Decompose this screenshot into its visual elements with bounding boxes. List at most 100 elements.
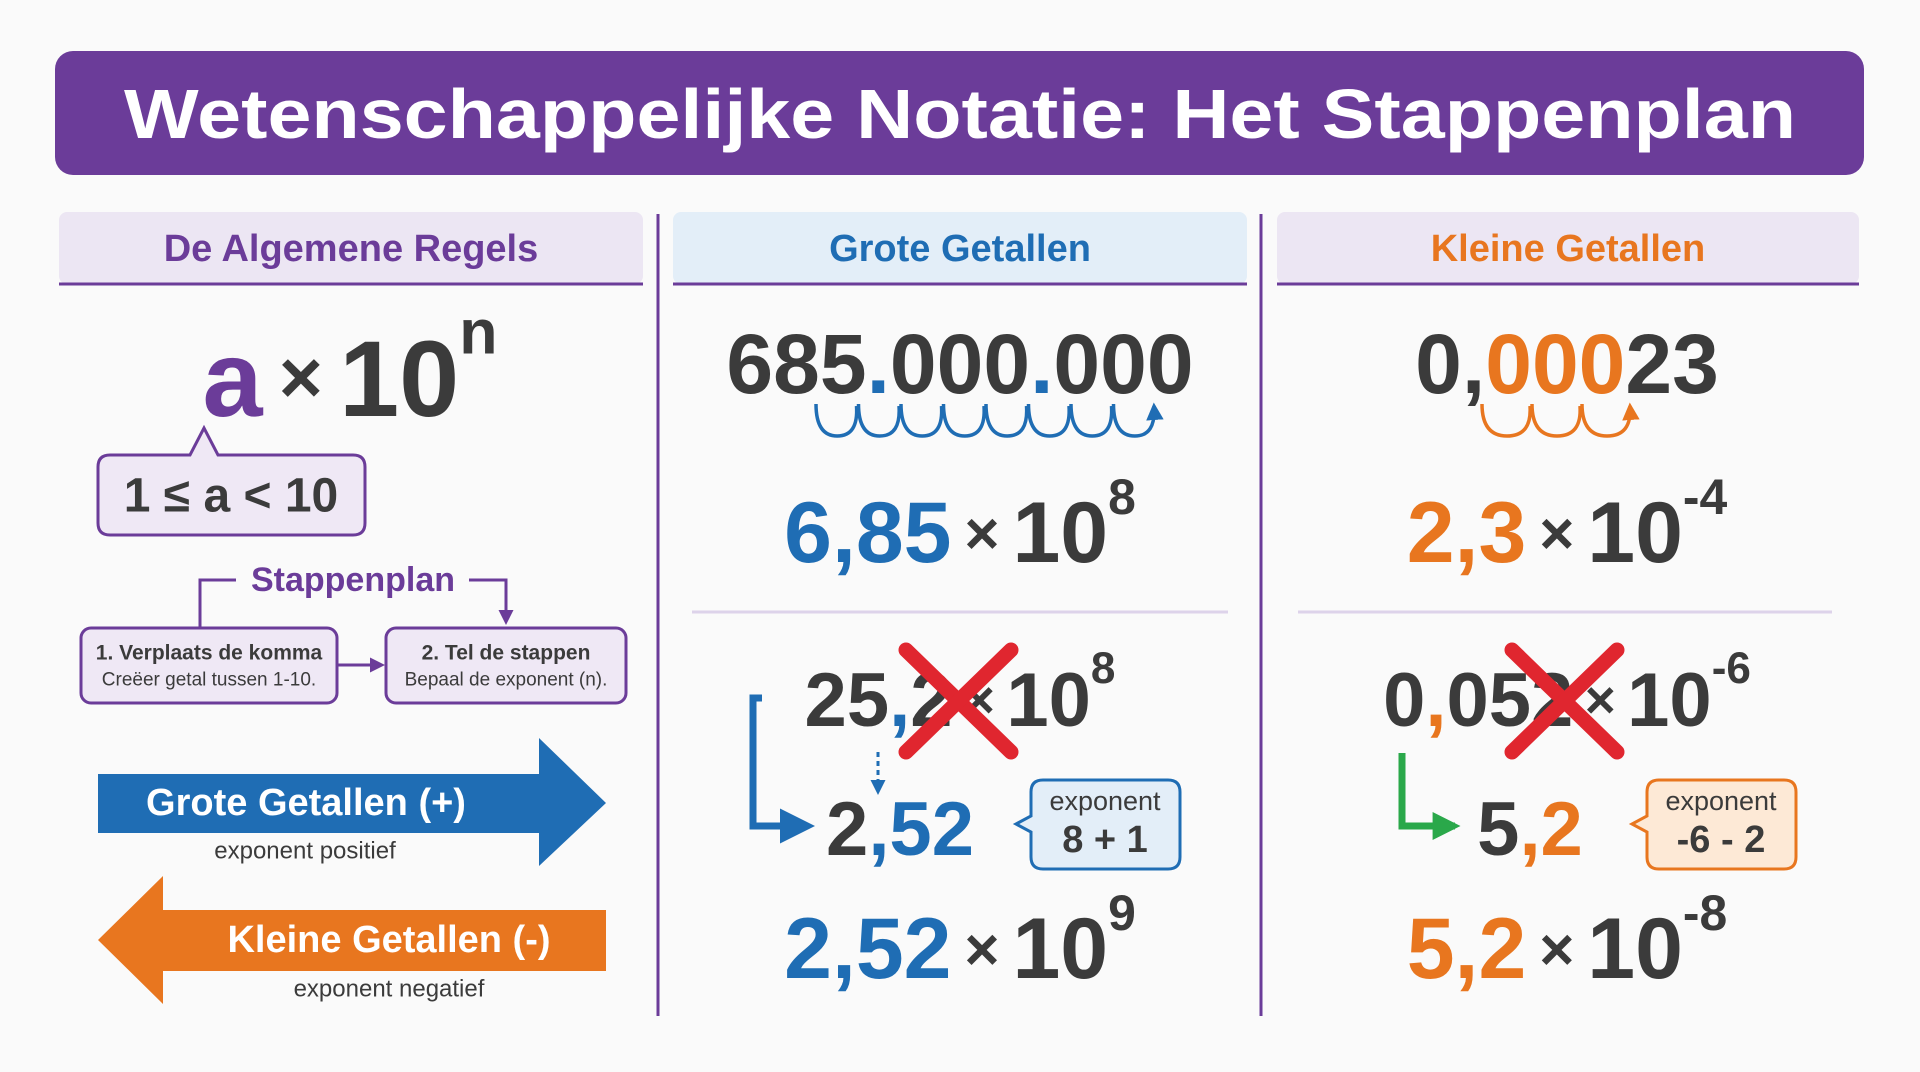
step-loop <box>814 403 859 438</box>
column-heading-bg <box>59 212 643 284</box>
mantissa-part: , <box>889 658 910 743</box>
plan-bracket <box>469 578 514 625</box>
column-heading: Kleine Getallen <box>1431 228 1706 270</box>
mantissa-part: 25 <box>805 658 890 743</box>
number-part: 5 <box>1477 787 1519 872</box>
base: 10 <box>1006 658 1091 743</box>
step-box <box>384 626 628 705</box>
step-loop <box>1580 402 1640 438</box>
shift-arrow <box>749 694 815 844</box>
mantissa-part: 2,3 <box>1407 485 1527 581</box>
number-part: 685 <box>726 317 866 411</box>
step-text: Creëer getal tussen 1-10. <box>102 670 316 691</box>
number-part: 000 <box>1485 317 1625 411</box>
number-part: 23 <box>1625 317 1718 411</box>
small-fixed: 5,2 <box>1477 787 1583 872</box>
small-number: 0,00023 <box>1415 317 1719 411</box>
exponent: 8 <box>1091 644 1116 693</box>
column-heading: De Algemene Regels <box>164 228 539 270</box>
number-part: . <box>867 317 890 411</box>
mantissa-part: 5,2 <box>1407 901 1527 997</box>
column-heading: Grote Getallen <box>829 228 1091 270</box>
small-result: 2,3 × 10-4 <box>1407 469 1728 581</box>
arrow-note: exponent negatief <box>294 976 485 1003</box>
number-part: 0, <box>1415 317 1485 411</box>
column-heading-bg <box>673 212 1247 284</box>
exponent: -4 <box>1683 469 1728 525</box>
condition: 1 ≤ a < 10 <box>124 470 339 523</box>
arrow-note: exponent positief <box>214 838 396 865</box>
number-part: . <box>1030 317 1053 411</box>
condition-box <box>96 424 367 537</box>
step-loop <box>1069 403 1114 438</box>
note-label: exponent <box>1049 786 1161 816</box>
note-box <box>1012 778 1182 871</box>
step-loop <box>984 403 1029 438</box>
step-loop <box>1026 403 1071 438</box>
times-sign: × <box>964 500 999 567</box>
step-box <box>79 626 339 705</box>
arrow-right <box>98 738 606 866</box>
mantissa-part: 0 <box>1383 658 1425 743</box>
mantissa-part: a <box>202 318 263 439</box>
large-result: 6,85 × 108 <box>784 469 1136 581</box>
mantissa-part: , <box>1425 658 1446 743</box>
base: 10 <box>339 318 459 439</box>
note-label: exponent <box>1665 786 1777 816</box>
base: 10 <box>1587 901 1683 997</box>
number-part: 000 <box>890 317 1030 411</box>
small-wrong: 0,052 × 10-6 <box>1383 644 1751 743</box>
note-box <box>1628 778 1798 871</box>
base: 10 <box>1587 485 1683 581</box>
large-final: 2,52 × 109 <box>784 885 1136 997</box>
times-sign: × <box>279 336 323 420</box>
mantissa-part: 052 <box>1446 658 1573 743</box>
step-title: 2. Tel de stappen <box>422 642 591 665</box>
column-heading-bg <box>1277 212 1859 284</box>
number-part: 2 <box>826 787 868 872</box>
number-part: 000 <box>1053 317 1193 411</box>
small-final: 5,2 × 10-8 <box>1407 885 1728 997</box>
title-bar <box>55 51 1864 175</box>
note-calc: 8 + 1 <box>1062 819 1148 861</box>
exponent: -6 <box>1712 644 1751 693</box>
step-loop <box>899 403 944 438</box>
plan-bracket <box>198 578 236 628</box>
times-sign: × <box>1539 916 1574 983</box>
large-number: 685.000.000 <box>726 317 1193 411</box>
cross-out <box>1504 642 1625 760</box>
number-part: ,52 <box>868 787 974 872</box>
large-wrong: 25,2 × 108 <box>805 644 1116 743</box>
base: 10 <box>1627 658 1712 743</box>
exponent: n <box>459 298 497 368</box>
number-part: ,2 <box>1519 787 1582 872</box>
exponent: 9 <box>1108 885 1136 941</box>
step-text: Bepaal de exponent (n). <box>405 670 608 691</box>
base: 10 <box>1012 485 1108 581</box>
step-loop <box>1111 402 1164 438</box>
base: 10 <box>1012 901 1108 997</box>
times-sign: × <box>1539 500 1574 567</box>
step-title: 1. Verplaats de komma <box>96 642 323 665</box>
mantissa-part: 6,85 <box>784 485 951 581</box>
times-sign: × <box>964 916 999 983</box>
title: Wetenschappelijke Notatie: Het Stappenpl… <box>124 75 1796 153</box>
cross-out <box>898 642 1019 760</box>
exponent: -8 <box>1683 885 1727 941</box>
arrow-label: Kleine Getallen (-) <box>227 919 550 961</box>
note-calc: -6 - 2 <box>1677 819 1766 861</box>
shift-arrow <box>1398 753 1461 840</box>
arrow-label: Grote Getallen (+) <box>146 782 466 824</box>
large-fixed: 2,52 <box>826 787 974 872</box>
exponent: 8 <box>1108 469 1136 525</box>
plan-label: Stappenplan <box>251 561 455 599</box>
step-loop <box>941 403 986 438</box>
step-loop <box>856 403 901 438</box>
arrow-left <box>98 876 606 1004</box>
formula: a × 10n <box>202 298 497 439</box>
step-loop <box>1530 403 1582 438</box>
step-loop <box>1480 403 1532 438</box>
mantissa-part: 2,52 <box>784 901 951 997</box>
